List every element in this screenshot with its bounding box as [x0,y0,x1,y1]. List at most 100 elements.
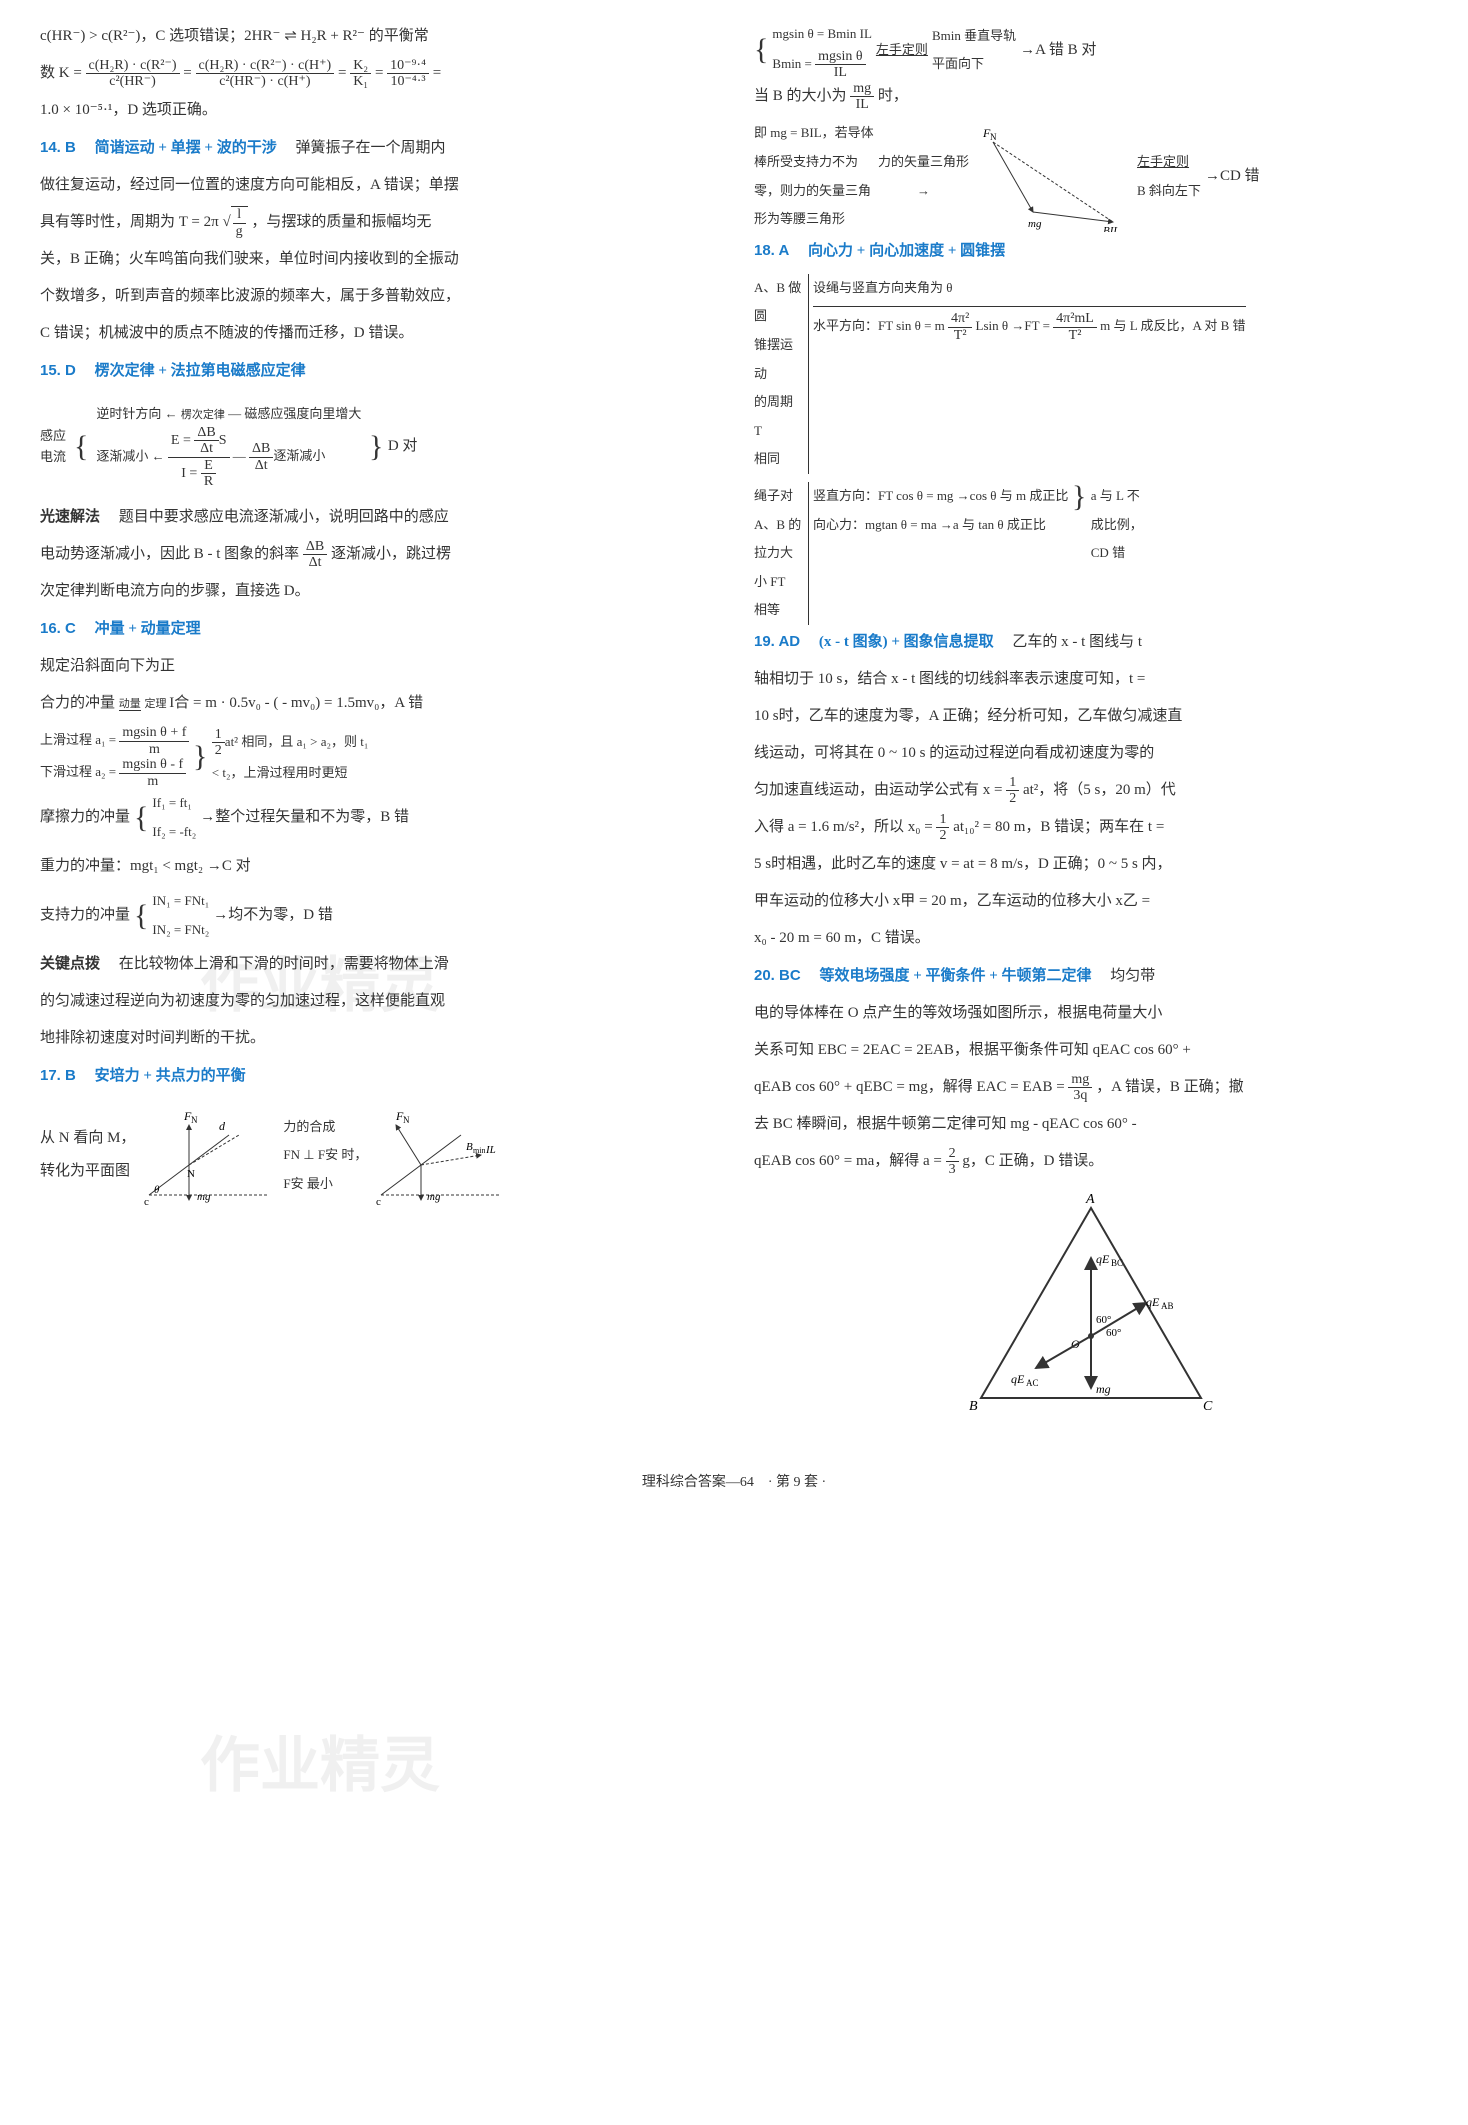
frac2-num: c(H₂R) · c(R²⁻) · c(H⁺) [196,58,335,74]
q16-l1: 规定沿斜面向下为正 [40,650,714,683]
q15-topic: 楞次定律 + 法拉第电磁感应定律 [80,363,306,379]
q14-topic: 简谐运动 + 单摆 + 波的干涉 [80,140,277,156]
q16-key-label: 关键点拨 [40,956,100,972]
q18-c2-2: A、B 的 [754,511,804,540]
q16-up-frac: mgsin θ + fm [119,725,189,757]
page-footer: 理科综合答案—64 · 第 9 套 · [40,1468,1428,1499]
r-top-eqs: mgsin θ = Bmin IL Bmin = mgsin θIL [772,20,872,80]
q18-r1: 设绳与竖直方向夹角为 θ [813,274,1246,308]
q15-r1arr: 楞次定律 [181,409,225,421]
q18-diagram2: 绳子对 A、B 的 拉力大 小 FT 相等 竖直方向：FT cos θ = mg… [754,482,1151,625]
svg-text:mg: mg [1028,218,1042,230]
q18-c1-2: 锥摆运动 [754,331,804,388]
q19-t6a: 入得 a = 1.6 m/s²，所以 x₀ = [754,819,936,835]
q20: 20. BC 等效电场强度 + 平衡条件 + 牛顿第二定律 均匀带 [754,959,1428,993]
q16-slide-eqs: 上滑过程 a₁ = mgsin θ + fm 下滑过程 a₂ = mgsin θ… [40,725,189,789]
svg-text:c: c [376,1196,381,1205]
svg-text:mg: mg [1096,1382,1111,1396]
q16-friction: 摩擦力的冲量 { If₁ = ft₁ If₂ = -ft₂ →整个过程矢量和不为… [40,789,409,846]
r-m5: 形为等腰三角形 [754,205,874,234]
q19-t5: 匀加速直线运动，由运动学公式有 x = 12 at²，将（5 s，20 m）代 [754,774,1428,807]
q15-ft3: 次定律判断电流方向的步骤，直接选 D。 [40,575,714,608]
svg-text:B: B [466,1141,473,1153]
q15-ft2a: 电动势逐渐减小，因此 B - t 图象的斜率 [40,546,299,562]
q15-r2eq: E = ΔBΔtSI = ER [168,448,233,463]
r-top-rule: 左手定则 [876,36,928,65]
q18-c1-4: 相同 [754,445,804,474]
q18-c2-5: 相等 [754,596,804,625]
q17: 17. B 安培力 + 共点力的平衡 [40,1059,714,1093]
brace-icon-2: { [193,742,207,772]
svg-text:B: B [969,1399,978,1414]
q19-t9: x₀ - 20 m = 60 m，C 错误。 [754,922,1428,955]
r-mid-rule: 力的矢量三角形→ [878,148,969,205]
q16-l2b: I合 = m · 0.5v₀ - ( - mv₀) = 1.5mv₀，A 错 [169,695,423,711]
r-m1-frac: mgIL [850,81,874,113]
q18-r2r: m 与 L 成反比，A 对 B 错 [1100,318,1245,333]
q18-c1-1: A、B 做圆 [754,274,804,331]
q16-up-pre: 上滑过程 a₁ = [40,732,119,747]
q19-t6: 入得 a = 1.6 m/s²，所以 x₀ = 12 at₁₀² = 80 m，… [754,811,1428,844]
frac4-num: 10⁻⁹·⁴ [387,58,429,74]
frac-2: c(H₂R) · c(R²⁻) · c(H⁺) c²(HR⁻) · c(H⁺) [196,58,335,90]
frac-1: c(H₂R) · c(R²⁻) c²(HR⁻) [86,58,180,90]
intro-equation: 数 K = c(H₂R) · c(R²⁻) c²(HR⁻) = c(H₂R) ·… [40,57,714,90]
q14-num: 14. B [40,139,76,156]
q20-t6a: qEAB cos 60° = ma，解得 a = [754,1153,946,1169]
brace-r1: { [754,35,768,65]
q20-t6b: g，C 正确，D 错误。 [962,1153,1103,1169]
q16-kt2: 的匀减速过程逆向为初速度为零的匀加速过程，这样便能直观 [40,985,714,1018]
q18-c2-3: 拉力大 [754,539,804,568]
q17-content: 从 N 看向 M， 转化为平面图 FN d N θ mg c 力的合成 FN ⊥… [40,1097,511,1213]
q15-r1a: 逆时针方向 [96,406,161,421]
q14-t3b: ，与摆球的质量和振幅均无 [251,214,431,230]
frac2-den: c²(HR⁻) · c(H⁺) [196,74,335,89]
q18-r4: 向心力：mgtan θ = ma →a 与 tan θ 成正比 [813,511,1068,540]
svg-text:min: min [473,1146,485,1155]
r-mid-text: 即 mg = BIL，若导体 棒所受支持力不为 零，则力的矢量三角 形为等腰三角… [754,119,874,233]
q16-kt1: 在比较物体上滑和下滑的时间时，需要将物体上滑 [104,956,449,972]
q18-col1: A、B 做圆 锥摆运动 的周期 T 相同 [754,274,809,474]
q16-sp-eqs: IN₁ = FNt₁ IN₂ = FNt₂ [152,887,209,944]
q16-l2: 合力的冲量 动量 定理 I合 = m · 0.5v₀ - ( - mv₀) = … [40,687,714,720]
q16-l2a: 合力的冲量 [40,695,115,711]
svg-text:N: N [191,1115,198,1125]
intro-text-1: c(HR⁻) > c(R²⁻)，C 选项错误；2HR⁻ ⇌ H₂R + R²⁻ … [40,20,714,53]
sqrt-wrap: √ [222,214,230,230]
q19-t8: 甲车运动的位移大小 x甲 = 20 m，乙车运动的位移大小 x乙 = [754,885,1428,918]
q16-up: 上滑过程 a₁ = mgsin θ + fm [40,725,189,757]
frac-4: 10⁻⁹·⁴ 10⁻⁴·³ [387,58,429,90]
r-mid-rule2: 左手定则 B 斜向左下 [1137,148,1201,205]
sqrt-den: g [233,223,246,239]
r-mrule: 力的矢量三角形 [878,154,969,169]
q15-fast: 光速解法 题目中要求感应电流逐渐减小，说明回路中的感应 [40,501,714,534]
svg-text:θ: θ [154,1184,160,1196]
svg-text:60°: 60° [1096,1314,1111,1326]
watermark-2: 作业精灵 [200,1700,440,1832]
q16-support: 支持力的冲量 { IN₁ = FNt₁ IN₂ = FNt₂ →均不为零，D 错 [40,887,333,944]
q16-sp2: IN₂ = FNt₂ [152,916,209,945]
q20-t4: qEAB cos 60° + qEBC = mg，解得 EAC = EAB = … [754,1071,1428,1104]
arrow-1: ← [165,406,178,421]
eq-mid-1: = [183,65,195,81]
svg-text:AB: AB [1161,1301,1174,1311]
q18-r2: 水平方向：FT sin θ = m 4π²T² Lsin θ →FT = 4π²… [813,307,1246,343]
r-mid-block: 即 mg = BIL，若导体 棒所受支持力不为 零，则力的矢量三角 形为等腰三角… [754,119,1260,233]
q20-t4b: ，A 错误，B 正确；撤 [1096,1079,1244,1095]
q14-t5: 个数增多，听到声音的频率比波源的频率大，属于多普勒效应， [40,280,714,313]
r-eq2: Bmin = mgsin θIL [772,49,872,81]
r-n2: 平面向下 [932,50,1016,79]
q18-col2: 绳子对 A、B 的 拉力大 小 FT 相等 [754,482,809,625]
svg-text:qE: qE [1096,1252,1110,1266]
q19-t4: 线运动，可将其在 0 ~ 10 s 的运动过程逆向看成初速度为零的 [754,737,1428,770]
q14-t1: 弹簧振子在一个周期内 [280,140,445,156]
q20-t2: 电的导体棒在 O 点产生的等效场强如图所示，根据电荷量大小 [754,997,1428,1030]
q18-r34-res: a 与 L 不成比例，CD 错 [1091,482,1151,568]
q15-diagram: 感应电流 { 逆时针方向 ← 楞次定律 — 磁感应强度向里增大 逐渐减小 ← E… [40,392,417,501]
eq-mid-3: = [375,65,387,81]
svg-text:60°: 60° [1106,1327,1121,1339]
q19: 19. AD (x - t 图象) + 图象信息提取 乙车的 x - t 图线与… [754,625,1428,659]
q19-num: 19. AD [754,633,800,650]
intro-text-3: 1.0 × 10⁻⁵·¹，D 选项正确。 [40,94,714,127]
q18-r3: 竖直方向：FT cos θ = mg →cos θ 与 m 成正比 [813,482,1068,511]
